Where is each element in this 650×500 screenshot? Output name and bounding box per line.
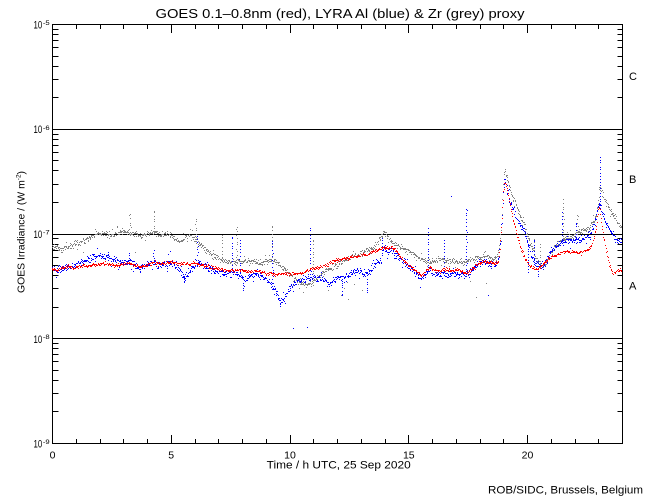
svg-text:-5: -5 [43, 20, 50, 27]
svg-text:20: 20 [522, 450, 534, 462]
svg-text:5: 5 [168, 450, 174, 462]
svg-text:A: A [629, 281, 637, 293]
svg-text:-9: -9 [43, 439, 50, 446]
svg-text:GOES Irradiance / (W m-2): GOES Irradiance / (W m-2) [16, 171, 28, 293]
svg-text:B: B [629, 174, 636, 186]
svg-text:-7: -7 [43, 230, 50, 237]
svg-text:10: 10 [284, 450, 296, 462]
svg-text:C: C [629, 71, 637, 83]
svg-text:10: 10 [34, 124, 43, 136]
svg-text:15: 15 [403, 450, 415, 462]
svg-text:ROB/SIDC, Brussels, Belgium: ROB/SIDC, Brussels, Belgium [488, 485, 643, 497]
svg-text:-6: -6 [43, 125, 50, 132]
svg-text:-8: -8 [43, 334, 50, 341]
svg-text:10: 10 [34, 439, 43, 451]
svg-text:10: 10 [34, 229, 43, 241]
svg-text:GOES 0.1–0.8nm (red), LYRA Al: GOES 0.1–0.8nm (red), LYRA Al (blue) & Z… [156, 6, 526, 21]
svg-text:0: 0 [50, 450, 56, 462]
svg-text:10: 10 [34, 20, 43, 32]
svg-text:Time / h UTC, 25 Sep 2020: Time / h UTC, 25 Sep 2020 [267, 460, 411, 472]
svg-text:10: 10 [34, 334, 43, 346]
